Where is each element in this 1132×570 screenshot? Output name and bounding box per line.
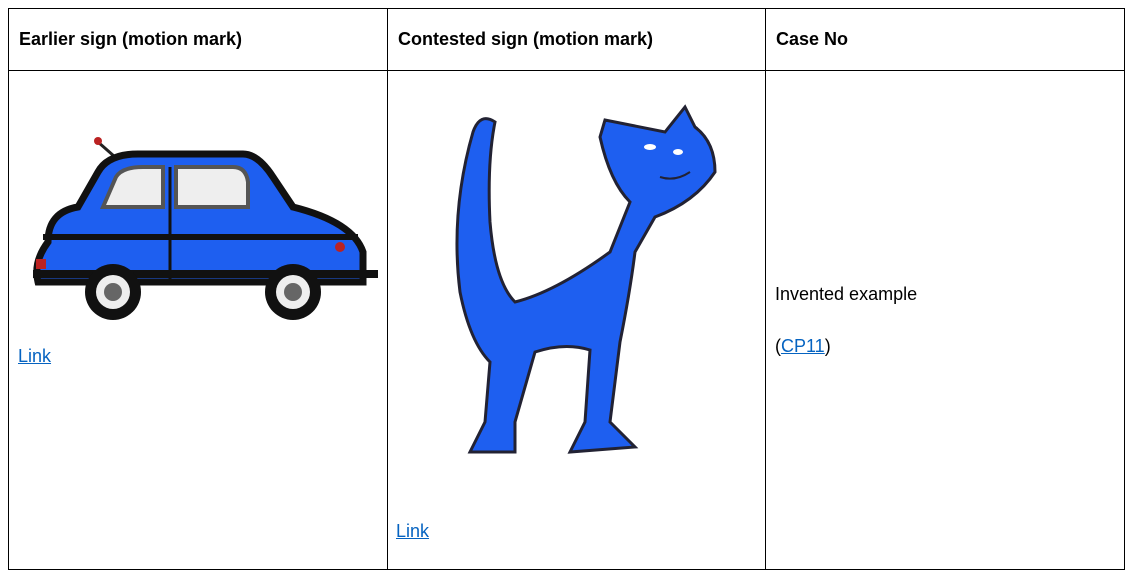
header-cell: Case No [765, 8, 1125, 71]
cat-image [455, 104, 717, 454]
link[interactable]: Link [18, 346, 52, 366]
paren: ) [824, 336, 831, 356]
body-cell [765, 70, 1125, 570]
case-link[interactable]: CP11 [781, 336, 825, 356]
header-text: Earlier sign (motion mark) [19, 29, 243, 49]
car-image [33, 137, 378, 320]
header-text: Case No [776, 29, 849, 49]
paren: ( [775, 336, 781, 356]
page: Earlier sign (motion mark) Contested sig… [8, 8, 1125, 570]
link[interactable]: Link [396, 521, 430, 541]
case-text: Invented example [775, 284, 918, 304]
header-cell: Earlier sign (motion mark) [8, 8, 388, 71]
case-ref: (CP11) [775, 336, 831, 357]
header-cell: Contested sign (motion mark) [387, 8, 766, 71]
header-text: Contested sign (motion mark) [398, 29, 654, 49]
